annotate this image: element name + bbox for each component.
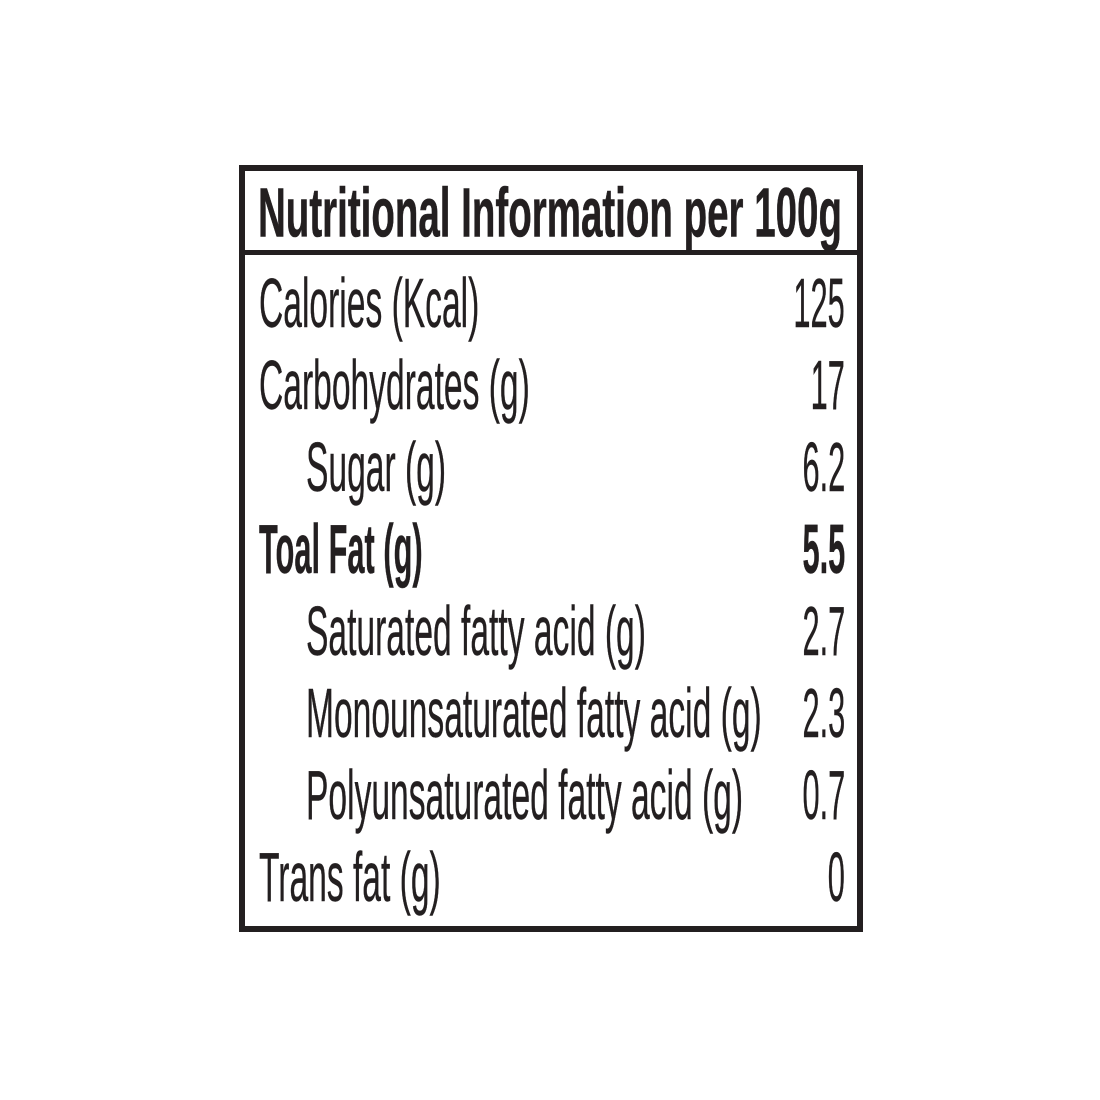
nutrition-table-body: Calories (Kcal) 125 Carbohydrates (g) 17… [245, 255, 857, 918]
row-value: 2.7 [802, 592, 845, 670]
row-label: Toal Fat (g) [259, 510, 423, 588]
nutrition-row: Sugar (g) 6.2 [245, 426, 857, 508]
nutrition-row: Saturated fatty acid (g) 2.7 [245, 590, 857, 672]
nutrition-row: Trans fat (g) 0 [245, 836, 857, 918]
nutrition-row: Calories (Kcal) 125 [245, 262, 857, 344]
nutrition-label-title: Nutritional Information per 100g [258, 172, 842, 251]
nutrition-label-header: Nutritional Information per 100g [245, 171, 857, 255]
row-value: 17 [810, 346, 845, 424]
row-value: 0.7 [802, 756, 845, 834]
nutrition-row: Monounsaturated fatty acid (g) 2.3 [245, 672, 857, 754]
row-label: Polyunsaturated fatty acid (g) [306, 756, 744, 834]
nutrition-label: Nutritional Information per 100g Calorie… [239, 165, 863, 932]
row-label: Trans fat (g) [259, 838, 441, 916]
row-label: Carbohydrates (g) [259, 346, 530, 424]
row-value: 5.5 [802, 510, 845, 588]
row-label: Sugar (g) [306, 428, 447, 506]
row-label: Saturated fatty acid (g) [306, 592, 646, 670]
row-label: Monounsaturated fatty acid (g) [306, 674, 762, 752]
row-value: 125 [793, 264, 846, 342]
row-value: 6.2 [802, 428, 845, 506]
nutrition-row: Polyunsaturated fatty acid (g) 0.7 [245, 754, 857, 836]
row-value: 2.3 [802, 674, 845, 752]
nutrition-row: Toal Fat (g) 5.5 [245, 508, 857, 590]
nutrition-row: Carbohydrates (g) 17 [245, 344, 857, 426]
row-label: Calories (Kcal) [259, 264, 480, 342]
row-value: 0 [827, 838, 845, 916]
